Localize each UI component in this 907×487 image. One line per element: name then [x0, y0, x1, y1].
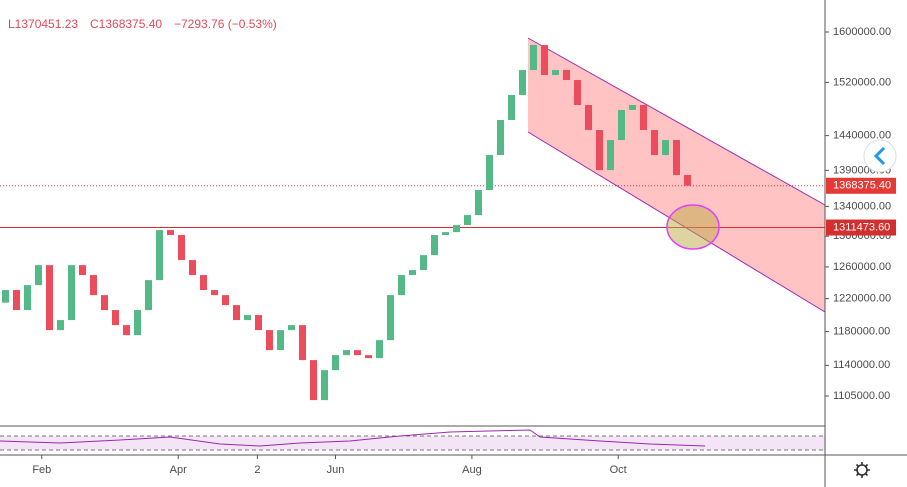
header-change: −7293.76 (−0.53%) [174, 17, 277, 31]
y-tick-label: 1520000.00 [833, 76, 891, 88]
header-low: L1370451.23 [8, 17, 78, 31]
candle-body [431, 235, 438, 256]
candle-body [200, 275, 207, 291]
candle-body [684, 175, 691, 186]
candle-body [13, 290, 20, 311]
candle-body [662, 140, 669, 156]
candle-body [2, 290, 9, 303]
highlight-ellipse [666, 204, 720, 250]
header-close: C1368375.40 [90, 17, 162, 31]
candle-body [475, 190, 482, 216]
candle-body [519, 70, 526, 95]
candle-body [189, 260, 196, 276]
candle-body [123, 325, 130, 336]
candle-body [266, 330, 273, 351]
candle-body [420, 255, 427, 271]
candle-body [68, 265, 75, 321]
gear-teeth[interactable] [854, 462, 870, 478]
candle-body [332, 355, 339, 371]
candle-body [552, 70, 559, 76]
candle-body [574, 80, 581, 106]
candle-body [90, 275, 97, 296]
candle-body [585, 105, 592, 131]
y-tick-label: 1440000.00 [833, 130, 891, 142]
candle-body [596, 130, 603, 171]
candle-body [508, 94, 515, 121]
price-label: 1368375.40 [833, 180, 891, 192]
candle-body [57, 320, 64, 331]
candle-body [387, 295, 394, 341]
candles [2, 44, 691, 401]
x-tick-label: Jun [327, 464, 345, 476]
channel-upper [527, 37, 826, 206]
price-label-bg [826, 177, 896, 194]
candle-body [46, 265, 53, 331]
candle-body [233, 305, 240, 321]
x-tick-label: Apr [170, 464, 187, 476]
candle-body [398, 275, 405, 296]
candle-body [288, 325, 295, 331]
candle-body [497, 120, 504, 156]
candle-body [464, 215, 471, 226]
candle-body [310, 360, 317, 401]
candle-body [244, 315, 251, 321]
candle-body [35, 265, 42, 286]
candle-body [222, 295, 229, 306]
scroll-button-bg[interactable] [863, 139, 897, 173]
candle-body [321, 370, 328, 401]
scroll-button[interactable] [863, 139, 897, 173]
candle-body [299, 325, 306, 361]
candle-body [24, 285, 31, 311]
candle-body [673, 140, 680, 176]
candle-body [376, 340, 383, 359]
candle-body [178, 235, 185, 261]
x-tick-label: 2 [254, 464, 260, 476]
x-tick-label: Oct [610, 464, 627, 476]
y-tick-label: 1105000.00 [833, 390, 890, 402]
candle-body [563, 70, 570, 81]
axes: 1600000.001520000.001440000.001390000.00… [32, 26, 896, 476]
indicator-line [0, 429, 706, 447]
x-tick-label: Feb [32, 464, 51, 476]
y-tick-label: 1600000.00 [833, 26, 891, 38]
candle-body [618, 109, 625, 141]
candle-body [409, 270, 416, 276]
candle-body [134, 310, 141, 336]
candle-body [629, 105, 636, 110]
candle-body [365, 355, 372, 359]
x-tick-label: Aug [462, 464, 482, 476]
candle-body [79, 265, 86, 276]
candle-body [486, 155, 493, 191]
y-tick-label: 1220000.00 [833, 293, 891, 305]
y-tick-label: 1140000.00 [833, 359, 890, 371]
candle-body [640, 105, 647, 131]
candle-body [101, 295, 108, 311]
candle-body [277, 330, 284, 351]
candle-body [530, 44, 537, 71]
price-label-bg [826, 219, 896, 236]
candle-body [343, 350, 350, 356]
candle-body [442, 232, 449, 236]
candle-body [167, 230, 174, 236]
candle-body [255, 315, 262, 331]
candle-body [156, 230, 163, 281]
candle-body [211, 290, 218, 296]
settings-button[interactable] [854, 462, 870, 478]
indicator-band [0, 436, 825, 450]
y-tick-label: 1180000.00 [833, 325, 890, 337]
candle-body [112, 310, 119, 326]
candle-body [541, 44, 548, 76]
price-label: 1311473.60 [833, 221, 890, 233]
candle-body [145, 280, 152, 311]
candle-body [354, 350, 361, 356]
y-tick-label: 1340000.00 [833, 200, 891, 212]
candle-body [607, 140, 614, 171]
candle-body [651, 130, 658, 156]
candle-body [453, 225, 460, 233]
scroll-icon[interactable] [873, 146, 886, 166]
y-tick-label: 1260000.00 [833, 261, 891, 273]
